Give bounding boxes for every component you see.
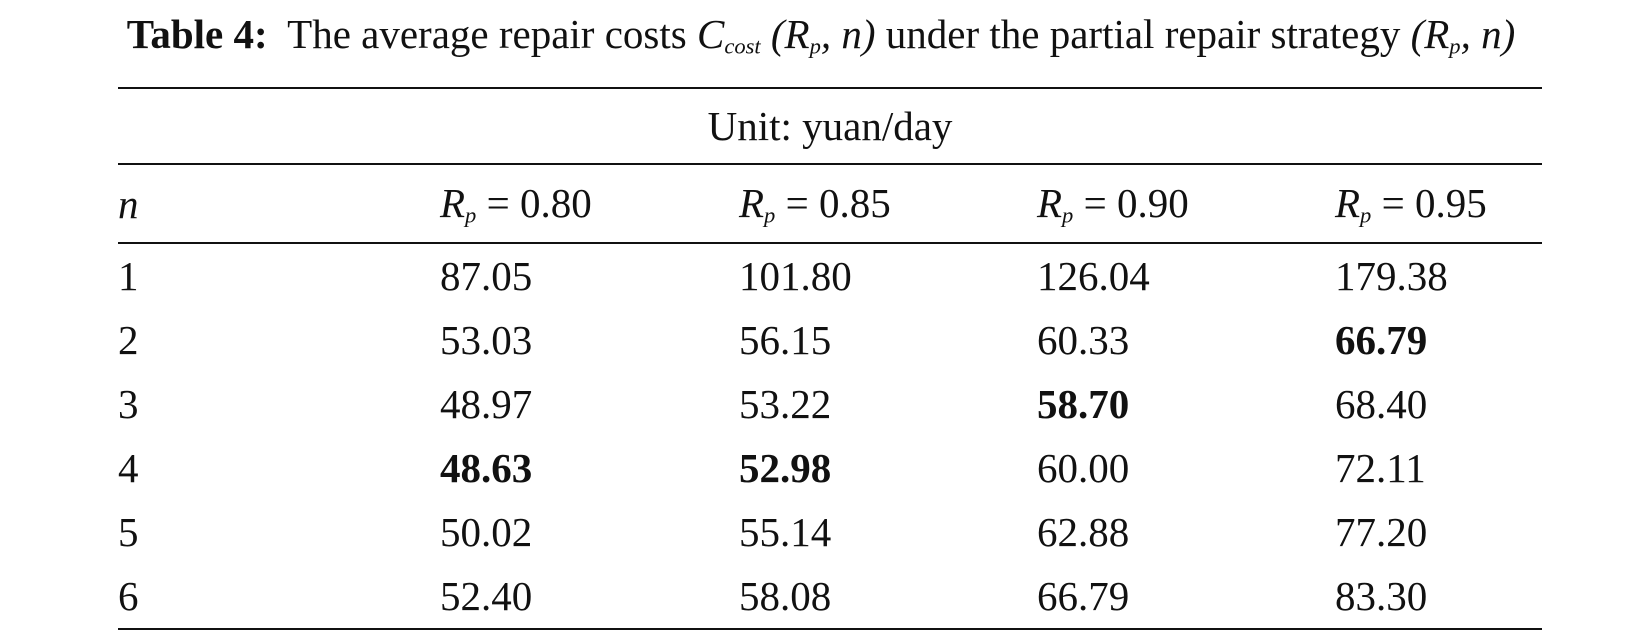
value-cell: 52.98: [739, 436, 1037, 500]
value-cell: 60.33: [1037, 308, 1335, 372]
math-text: (R: [770, 11, 810, 57]
cell-value: 55.14: [739, 509, 832, 555]
caption: Table 4: The average repair costs Ccost …: [0, 8, 1642, 73]
math-subscript: p: [764, 202, 776, 228]
cell-value: 77.20: [1335, 509, 1428, 555]
data-row: 2 53.03 56.15 60.33 66.79: [118, 308, 1542, 372]
value-cell: 83.30: [1335, 564, 1543, 630]
header-cell: Rp = 0.90: [1037, 164, 1335, 244]
value-cell: 53.03: [440, 308, 739, 372]
cell-value: 48.97: [440, 381, 533, 427]
cell-value: 56.15: [739, 317, 832, 363]
value-cell: 68.40: [1335, 372, 1542, 436]
math-symbol: C: [696, 11, 725, 57]
row-label: 5: [118, 509, 139, 555]
data-row: 1 87.05 101.80 126.04 179.38: [118, 243, 1542, 308]
header-value: = 0.80: [486, 179, 592, 226]
cell-value: 52.98: [739, 445, 832, 491]
math-symbol: R: [739, 179, 765, 226]
cell-value: 53.22: [739, 381, 832, 427]
math-symbol: R: [1037, 179, 1063, 226]
math-symbol: R: [1335, 179, 1361, 226]
unit-row: Unit: yuan/day: [118, 87, 1543, 165]
row-label: 6: [118, 564, 440, 630]
cell-value: 101.80: [739, 253, 852, 299]
header-text: n: [118, 180, 139, 227]
math-text: , n): [1460, 11, 1516, 57]
math-subscript: p: [465, 202, 477, 228]
value-cell: 50.02: [440, 500, 739, 564]
cell-value: 72.11: [1335, 445, 1426, 491]
data-row: 6 52.40 58.08 66.79 83.30: [118, 564, 1543, 630]
value-cell: 56.15: [739, 308, 1037, 372]
cell-value: 87.05: [440, 253, 533, 299]
math-subscript: p: [809, 33, 821, 59]
cell-value: 60.33: [1037, 317, 1130, 363]
value-cell: 48.63: [440, 436, 739, 500]
math-args: (Rp, n): [770, 11, 876, 59]
header-value: = 0.90: [1083, 179, 1189, 226]
cell-value: 66.79: [1037, 573, 1130, 619]
math-subscript: p: [1449, 33, 1461, 59]
math-subscript: p: [1062, 202, 1074, 228]
header-cell: Rp = 0.80: [440, 164, 739, 244]
cell-value: 53.03: [440, 317, 533, 363]
row-label: 4: [118, 445, 139, 491]
value-cell: 87.05: [440, 243, 739, 308]
math-text: , n): [820, 11, 876, 57]
math-subscript: cost: [724, 33, 761, 59]
data-row: 4 48.63 52.98 60.00 72.11: [118, 436, 1542, 500]
header-row: n Rp = 0.80 Rp = 0.85 Rp = 0.90 Rp = 0.95: [118, 164, 1543, 244]
math-symbol: R: [440, 179, 466, 226]
math-args: (Rp, n): [1410, 11, 1516, 59]
cell-value: 179.38: [1335, 253, 1448, 299]
header-value: = 0.85: [785, 179, 891, 226]
caption-text: The average repair costs: [287, 11, 687, 57]
value-cell: 126.04: [1037, 243, 1335, 308]
unit-cell: Unit: yuan/day: [118, 87, 1543, 165]
value-cell: 101.80: [739, 243, 1037, 308]
value-cell: 58.70: [1037, 372, 1335, 436]
cell-value: 52.40: [440, 573, 533, 619]
value-cell: 60.00: [1037, 436, 1335, 500]
value-cell: 55.14: [739, 500, 1037, 564]
cell-value: 62.88: [1037, 509, 1130, 555]
value-cell: 52.40: [440, 564, 739, 630]
row-label: 3: [118, 381, 139, 427]
value-cell: 58.08: [739, 564, 1037, 630]
caption-label: Table 4:: [126, 11, 268, 57]
cell-value: 68.40: [1335, 381, 1428, 427]
value-cell: 72.11: [1335, 436, 1542, 500]
value-cell: 62.88: [1037, 500, 1335, 564]
cell-value: 126.04: [1037, 253, 1150, 299]
header-cell: n: [118, 164, 440, 244]
cell-value: 58.70: [1037, 381, 1130, 427]
row-label: 2: [118, 317, 139, 363]
value-cell: 77.20: [1335, 500, 1542, 564]
header-value: = 0.95: [1381, 179, 1487, 226]
value-cell: 66.79: [1037, 564, 1335, 630]
data-row: 5 50.02 55.14 62.88 77.20: [118, 500, 1542, 564]
cell-value: 58.08: [739, 573, 832, 619]
row-label: 1: [118, 253, 139, 299]
header-cell: Rp = 0.95: [1335, 164, 1543, 244]
data-row: 3 48.97 53.22 58.70 68.40: [118, 372, 1542, 436]
header-cell: Rp = 0.85: [739, 164, 1037, 244]
value-cell: 179.38: [1335, 243, 1542, 308]
cell-value: 50.02: [440, 509, 533, 555]
value-cell: 53.22: [739, 372, 1037, 436]
cell-value: 83.30: [1335, 573, 1428, 619]
cell-value: 60.00: [1037, 445, 1130, 491]
math-text: (R: [1410, 11, 1450, 57]
value-cell: 48.97: [440, 372, 739, 436]
math-subscript: p: [1360, 202, 1372, 228]
caption-text: under the partial repair strategy: [885, 11, 1401, 57]
cell-value: 66.79: [1335, 317, 1428, 363]
data-table: Unit: yuan/day n Rp = 0.80 Rp = 0.85 Rp = 0…: [118, 87, 1543, 630]
value-cell: 66.79: [1335, 308, 1542, 372]
cell-value: 48.63: [440, 445, 533, 491]
